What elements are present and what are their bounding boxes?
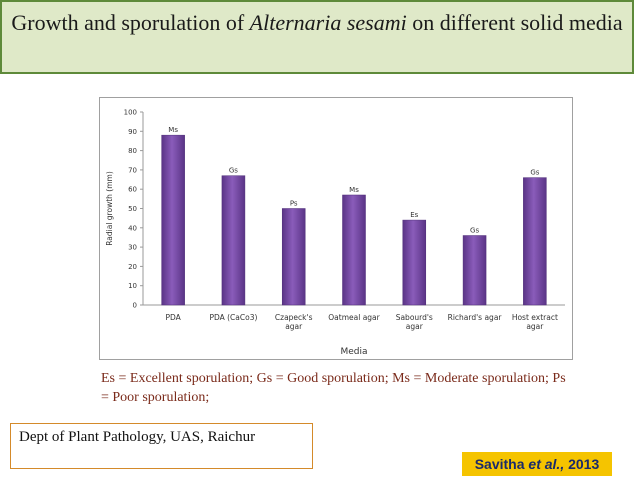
- citation-badge: Savitha et al., 2013: [462, 452, 612, 476]
- y-tick-label: 40: [128, 224, 137, 232]
- credit-year: 2013: [564, 456, 600, 472]
- data-label: Ms: [168, 126, 178, 134]
- bar-6: [523, 177, 547, 306]
- data-label: Ms: [349, 186, 359, 194]
- chart-frame: 0 10 20 30 40 50 60 70 80 90 100 Radial growth (mm)…: [99, 97, 573, 360]
- x-tick-label-line: agar: [285, 322, 303, 331]
- x-tick-label: Oatmeal agar: [328, 313, 380, 322]
- data-label: Es: [410, 211, 418, 219]
- x-tick-label-line: PDA (CaCo3): [209, 313, 257, 322]
- data-label: Gs: [530, 169, 539, 177]
- x-tick-label-line: agar: [406, 322, 424, 331]
- x-tick-label-line: Sabourd's: [396, 313, 433, 322]
- y-tick-label: 90: [128, 128, 137, 136]
- y-tick-label: 0: [133, 302, 137, 310]
- y-tick-label: 100: [124, 109, 137, 117]
- x-tick-label-line: Host extract: [512, 313, 558, 322]
- x-tick-label-line: Richard's agar: [448, 313, 503, 322]
- x-tick-label: PDA (CaCo3): [209, 313, 257, 322]
- slide-title: Growth and sporulation of Alternaria ses…: [0, 0, 634, 74]
- x-tick-label: Richard's agar: [448, 313, 503, 322]
- y-tick-label: 80: [128, 147, 137, 155]
- y-tick-label: 60: [128, 186, 137, 194]
- credit-etal: et al.,: [528, 456, 565, 472]
- sporulation-legend: Es = Excellent sporulation; Gs = Good sp…: [101, 371, 566, 405]
- bar-2: [281, 208, 306, 306]
- x-tick-label-line: Oatmeal agar: [328, 313, 380, 322]
- x-axis-title: Media: [340, 347, 367, 357]
- bar-5: [462, 235, 487, 306]
- data-label: Gs: [229, 167, 238, 175]
- x-tick-label: Host extract agar: [512, 313, 558, 331]
- y-tick-label: 30: [128, 244, 137, 252]
- y-axis-title: Radial growth (mm): [105, 171, 114, 246]
- x-tick-label-line: Czapeck's: [275, 313, 313, 322]
- y-tick-label: 10: [128, 282, 137, 290]
- y-tick-label: 70: [128, 166, 137, 174]
- bar-4: [402, 219, 427, 306]
- x-tick-label: Czapeck's agar: [275, 313, 313, 331]
- x-tick-label: Sabourd's agar: [396, 313, 433, 331]
- department-box: Dept of Plant Pathology, UAS, Raichur: [10, 423, 313, 469]
- x-tick-label-line: agar: [526, 322, 544, 331]
- y-tick-label: 20: [128, 263, 137, 271]
- title-part2: on different solid media: [406, 10, 623, 35]
- x-tick-label: PDA: [165, 313, 181, 322]
- data-label: Ps: [290, 200, 298, 208]
- title-part1: Growth and sporulation of: [11, 10, 250, 35]
- bar-0: [161, 134, 185, 306]
- credit-author: Savitha: [474, 456, 529, 472]
- x-tick-label-line: PDA: [165, 313, 181, 322]
- bar-1: [221, 175, 246, 306]
- bar-3: [342, 194, 366, 306]
- data-label: Gs: [470, 227, 479, 235]
- bar-chart: 0 10 20 30 40 50 60 70 80 90 100 Radial growth (mm)…: [105, 109, 565, 357]
- title-species: Alternaria sesami: [249, 10, 407, 35]
- y-tick-label: 50: [128, 205, 137, 213]
